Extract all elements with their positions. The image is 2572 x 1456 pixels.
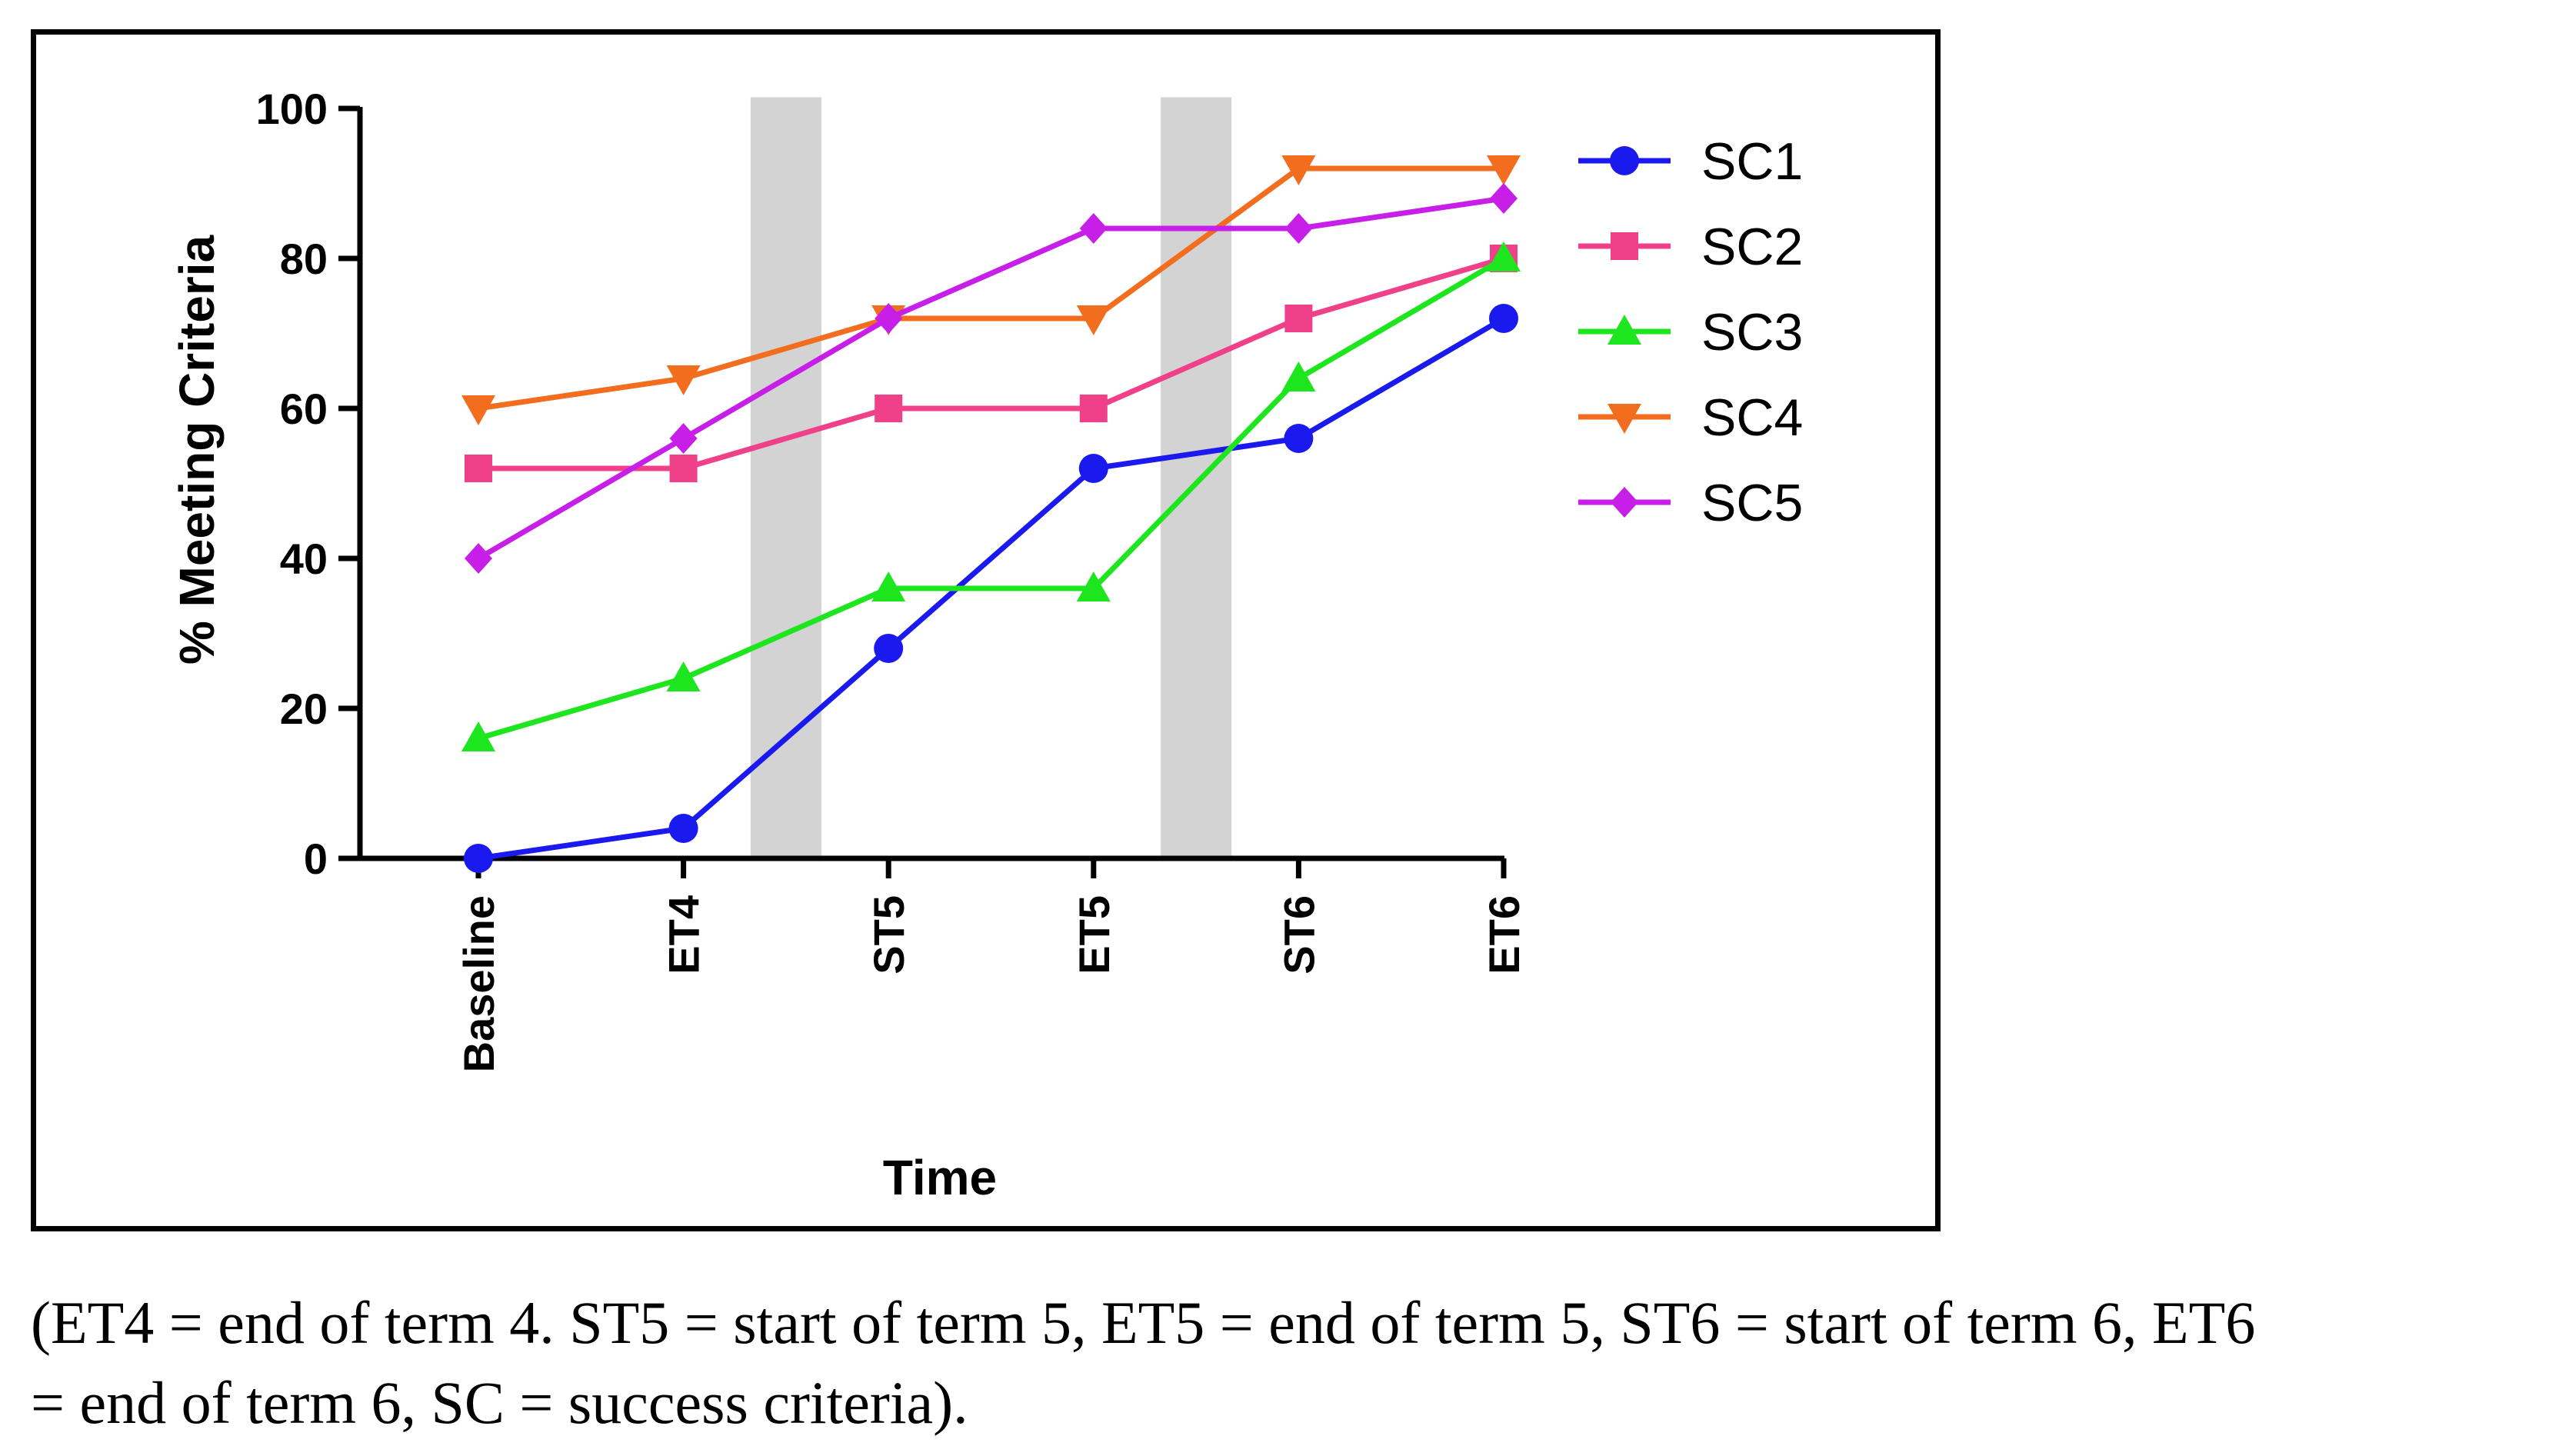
x-tick-label-et4: ET4	[660, 895, 708, 975]
legend-marker-sc1	[1610, 146, 1639, 175]
point-sc4-et5	[1076, 305, 1111, 335]
point-sc3-et5	[1076, 571, 1111, 601]
caption-line-2: = end of term 6, SC = success criteria).	[31, 1369, 968, 1436]
point-sc3-baseline	[461, 721, 495, 751]
point-sc4-baseline	[461, 395, 495, 425]
point-sc5-et6	[1490, 183, 1518, 214]
point-sc2-et4	[669, 455, 698, 482]
point-sc1-et5	[1078, 454, 1108, 483]
legend-marker-sc5	[1611, 487, 1638, 518]
y-tick-label-60: 60	[280, 385, 328, 433]
legend-label-sc2: SC2	[1701, 218, 1803, 276]
x-tick-label-et6: ET6	[1480, 895, 1528, 975]
point-sc2-baseline	[465, 455, 492, 482]
legend-label-sc4: SC4	[1701, 388, 1803, 447]
point-sc3-et4	[666, 661, 701, 691]
point-sc3-st5	[871, 571, 906, 601]
point-sc5-st5	[875, 303, 903, 334]
point-sc1-st5	[874, 634, 904, 663]
shaded-band-2	[1161, 97, 1232, 858]
shaded-band-1	[750, 97, 821, 858]
legend-item-sc1: SC1	[1578, 132, 1803, 191]
point-sc2-et5	[1079, 395, 1108, 422]
legend-item-sc2: SC2	[1578, 218, 1803, 276]
series-line-sc1	[478, 315, 1505, 861]
series-line-sc3	[478, 255, 1505, 741]
y-tick-label-100: 100	[256, 85, 328, 133]
y-tick-label-40: 40	[280, 535, 328, 583]
point-sc1-st6	[1284, 424, 1314, 453]
legend-item-sc5: SC5	[1578, 474, 1803, 532]
chart-frame	[31, 29, 1941, 1231]
legend-marker-sc2	[1611, 232, 1638, 260]
legend-marker-sc4	[1608, 404, 1641, 434]
point-sc4-et6	[1487, 155, 1521, 185]
legend-label-sc1: SC1	[1701, 132, 1803, 191]
legend-marker-sc3	[1608, 315, 1641, 345]
series-sc1	[464, 304, 1518, 873]
point-sc4-et4	[666, 365, 701, 395]
shaded-bands	[750, 97, 1232, 858]
legend-item-sc4: SC4	[1578, 388, 1803, 447]
point-sc5-et5	[1079, 213, 1108, 244]
y-ticks: 0 20 40 60 80 100	[256, 85, 360, 883]
point-sc3-et6	[1487, 242, 1521, 272]
point-sc5-et4	[669, 423, 698, 454]
y-tick-label-80: 80	[280, 235, 328, 283]
point-sc3-st6	[1281, 362, 1316, 391]
point-sc2-st5	[875, 395, 903, 422]
series-sc2	[465, 245, 1518, 482]
x-ticks: Baseline ET4 ST5 ET5 ST6 ET6	[455, 858, 1528, 1072]
point-sc1-et6	[1489, 304, 1518, 333]
point-sc5-baseline	[465, 543, 492, 574]
caption-line-1: (ET4 = end of term 4. ST5 = start of ter…	[31, 1289, 2256, 1356]
point-sc1-baseline	[464, 844, 493, 873]
series-line-sc5	[477, 195, 1504, 561]
y-tick-label-20: 20	[280, 685, 328, 733]
point-sc4-st6	[1281, 155, 1316, 185]
series-sc5	[465, 183, 1518, 574]
point-sc1-et4	[668, 814, 698, 843]
series-group	[461, 155, 1521, 873]
x-tick-label-st5: ST5	[865, 895, 913, 975]
legend: SC1 SC2 SC3 SC4 SC5	[1578, 132, 1803, 532]
series-sc4	[461, 155, 1521, 425]
figure-caption: (ET4 = end of term 4. ST5 = start of ter…	[31, 1283, 2554, 1443]
x-tick-label-baseline: Baseline	[455, 895, 503, 1072]
legend-item-sc3: SC3	[1578, 303, 1803, 362]
point-sc2-st6	[1284, 305, 1313, 332]
series-line-sc2	[478, 255, 1504, 471]
point-sc5-st6	[1284, 213, 1313, 244]
y-axis-title: % Meeting Criteria	[169, 235, 225, 665]
legend-label-sc5: SC5	[1701, 474, 1803, 532]
legend-label-sc3: SC3	[1701, 303, 1803, 362]
x-axis-title: Time	[883, 1150, 997, 1205]
y-tick-label-0: 0	[304, 835, 328, 883]
axes	[357, 107, 1504, 861]
x-tick-label-et5: ET5	[1070, 895, 1118, 975]
x-tick-label-st6: ST6	[1274, 895, 1323, 975]
series-sc3	[461, 242, 1521, 751]
series-line-sc4	[478, 165, 1504, 411]
